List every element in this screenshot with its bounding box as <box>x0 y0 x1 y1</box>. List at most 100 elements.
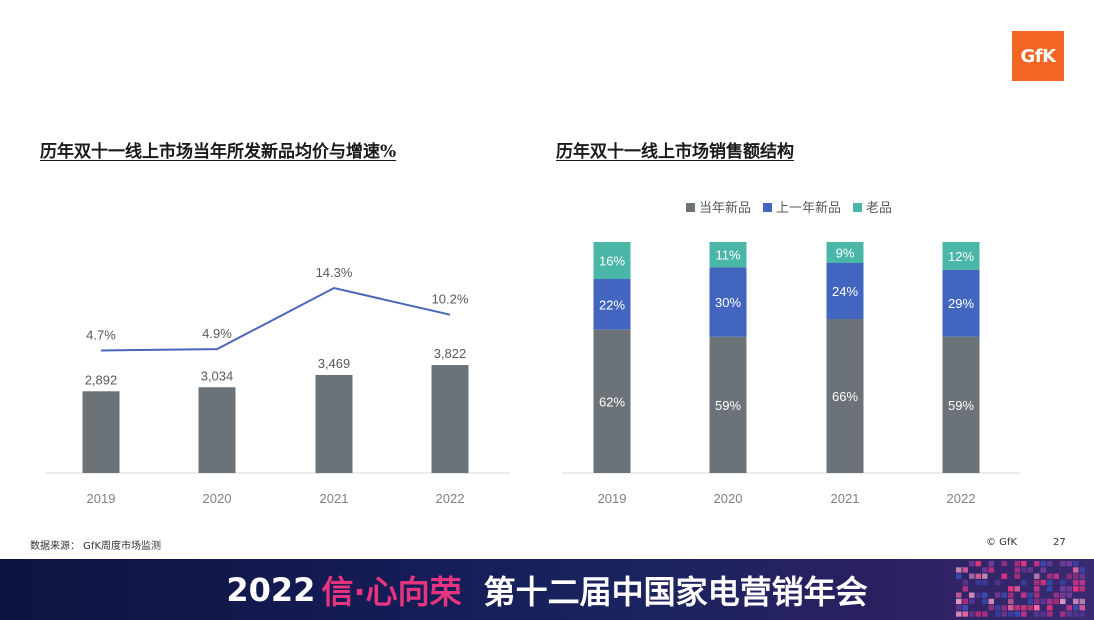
banner-year: 2022 <box>226 570 316 609</box>
mosaic-tile <box>982 611 988 617</box>
segment-label: 29% <box>948 296 974 311</box>
mosaic-tile <box>1014 567 1020 573</box>
mosaic-tile <box>1040 598 1046 605</box>
mosaic-tile <box>1053 598 1059 605</box>
mosaic-tile <box>1001 611 1007 617</box>
mosaic-tile <box>956 611 962 617</box>
mosaic-tile <box>1073 579 1079 586</box>
x-tick-label: 2021 <box>831 491 860 506</box>
mosaic-tile <box>1008 586 1014 592</box>
mosaic-tile <box>1066 586 1072 592</box>
mosaic-tile <box>1047 586 1053 592</box>
mosaic-tile <box>1060 586 1066 592</box>
mosaic-tile <box>1073 586 1079 592</box>
mosaic-tile <box>1047 598 1053 605</box>
growth-point-label: 4.9% <box>202 326 232 341</box>
x-tick-label: 2021 <box>320 491 349 506</box>
mosaic-tile <box>1027 567 1033 573</box>
price-bar-label: 2,892 <box>85 372 118 387</box>
mosaic-tile <box>1073 598 1079 605</box>
mosaic-tile <box>1021 567 1027 573</box>
growth-line <box>100 286 451 352</box>
mosaic-tile <box>982 598 988 605</box>
segment-label: 16% <box>599 253 625 268</box>
mosaic-tile <box>1079 611 1085 617</box>
mosaic-tile <box>975 592 981 598</box>
mosaic-tile <box>988 605 994 611</box>
mosaic-tile <box>1014 611 1020 617</box>
mosaic-tile <box>1066 573 1072 579</box>
segment-label: 30% <box>715 295 741 310</box>
mosaic-tile <box>1034 598 1040 605</box>
mosaic-tile <box>969 561 975 567</box>
stack-segment <box>593 329 631 473</box>
mosaic-tile <box>1066 592 1072 598</box>
mosaic-tile <box>1060 598 1066 605</box>
page-number: 27 <box>1053 537 1066 548</box>
segment-label: 9% <box>836 246 855 261</box>
mosaic-tile <box>1008 592 1014 598</box>
mosaic-tile <box>1001 592 1007 598</box>
mosaic-tile <box>1008 598 1014 605</box>
mosaic-tile <box>1034 586 1040 592</box>
mosaic-tile <box>1040 561 1046 567</box>
mosaic-tile <box>962 598 968 605</box>
mosaic-tile <box>1021 611 1027 617</box>
stack-segment <box>826 242 864 263</box>
stack-segment <box>709 267 747 337</box>
copyright-text: © GfK <box>986 537 1018 548</box>
mosaic-tile <box>988 598 994 605</box>
mosaic-tile <box>1073 561 1079 567</box>
stack-segment <box>826 263 864 319</box>
event-banner: 2022 信·心向荣 第十二届中国家电营销年会 <box>0 559 1094 620</box>
mosaic-tile <box>995 579 1001 586</box>
mosaic-tile <box>1073 567 1079 573</box>
stack-segment <box>709 336 747 473</box>
mosaic-tile <box>1079 567 1085 573</box>
mosaic-tile <box>1008 611 1014 617</box>
mosaic-tile <box>962 586 968 592</box>
mosaic-tile <box>1053 573 1059 579</box>
mosaic-tile <box>975 561 981 567</box>
mosaic-tile <box>982 579 988 586</box>
mosaic-tile <box>1079 586 1085 592</box>
mosaic-tile <box>969 598 975 605</box>
mosaic-tile <box>1027 592 1033 598</box>
price-bar <box>315 374 353 473</box>
mosaic-tile <box>1047 573 1053 579</box>
legend-label: 老品 <box>866 200 892 215</box>
mosaic-tile <box>1014 573 1020 579</box>
sales-structure-chart: 当年新品 上一年新品 老品 62% 22% 16% 2019 59% 30% 11% 2020 66%… <box>562 200 1020 506</box>
mosaic-tile <box>1027 598 1033 605</box>
x-tick-label: 2022 <box>947 491 976 506</box>
mosaic-tile <box>1040 579 1046 586</box>
growth-point-label: 4.7% <box>86 327 116 342</box>
mosaic-tile <box>1047 579 1053 586</box>
price-bar <box>82 391 120 473</box>
mosaic-tile <box>1060 561 1066 567</box>
mosaic-tile <box>1040 611 1046 617</box>
mosaic-tile <box>1079 579 1085 586</box>
mosaic-tile <box>1066 611 1072 617</box>
mosaic-tile <box>1047 611 1053 617</box>
data-source-note: 数据来源： GfK周度市场监测 <box>30 541 162 552</box>
mosaic-tile <box>1073 573 1079 579</box>
mosaic-tile <box>1034 561 1040 567</box>
legend-swatch <box>686 203 695 212</box>
pixel-mosaic-decoration <box>956 561 1085 617</box>
mosaic-tile <box>1014 586 1020 592</box>
mosaic-tile <box>1047 605 1053 611</box>
mosaic-tile <box>962 605 968 611</box>
mosaic-tile <box>956 567 962 573</box>
price-growth-chart: 2,892 2019 3,034 2020 3,469 2021 3,822 2022 4.7%… <box>45 265 510 506</box>
mosaic-tile <box>1001 573 1007 579</box>
mosaic-tile <box>1021 605 1027 611</box>
mosaic-tile <box>969 611 975 617</box>
mosaic-tile <box>1053 592 1059 598</box>
mosaic-tile <box>969 592 975 598</box>
mosaic-tile <box>1073 605 1079 611</box>
price-bar-label: 3,034 <box>201 368 234 383</box>
banner-slogan: 信·心向荣 <box>321 572 462 611</box>
growth-point-label: 10.2% <box>432 292 469 307</box>
mosaic-tile <box>1034 573 1040 579</box>
